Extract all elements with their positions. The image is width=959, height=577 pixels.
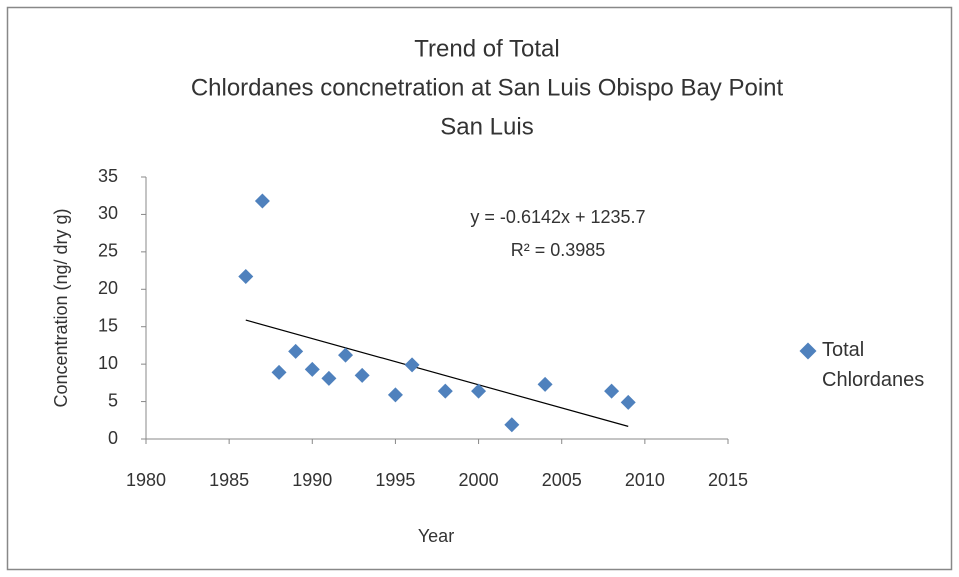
x-axis-label: Year (418, 526, 454, 546)
point (471, 383, 487, 399)
y-tick-label: 25 (98, 241, 118, 261)
point (620, 394, 636, 410)
y-tick-label: 15 (98, 315, 118, 335)
x-tick-label: 2005 (542, 470, 582, 490)
y-tick-label: 30 (98, 203, 118, 223)
x-tick-label: 2000 (459, 470, 499, 490)
y-tick-label: 35 (98, 166, 118, 186)
point (504, 417, 520, 433)
point (271, 364, 287, 380)
chart-title: San Luis (440, 113, 533, 140)
point (321, 370, 337, 386)
x-tick-label: 1990 (292, 470, 332, 490)
y-tick-label: 0 (108, 428, 118, 448)
x-tick-label: 1980 (126, 470, 166, 490)
legend-swatch (799, 342, 817, 360)
point (537, 376, 553, 392)
point (437, 383, 453, 399)
x-tick-label: 2015 (708, 470, 748, 490)
chart-title: Chlordanes concnetration at San Luis Obi… (191, 74, 784, 101)
x-tick-label: 2010 (625, 470, 665, 490)
y-axis-label: Concentration (ng/ dry g) (51, 208, 71, 407)
point (338, 347, 354, 363)
point (404, 357, 420, 373)
trendline (245, 319, 629, 427)
point (254, 193, 270, 209)
x-tick-label: 1985 (209, 470, 249, 490)
point (354, 367, 370, 383)
chart-frame (6, 6, 953, 571)
annotation: y = -0.6142x + 1235.7 (470, 207, 645, 227)
point (604, 383, 620, 399)
point (304, 361, 320, 377)
point (238, 269, 254, 285)
y-tick-label: 10 (98, 353, 118, 373)
annotation: R² = 0.3985 (511, 240, 606, 260)
x-tick-label: 1995 (375, 470, 415, 490)
legend: Total Chlordanes (799, 338, 950, 395)
y-tick-label: 20 (98, 278, 118, 298)
legend-label: Total Chlordanes (822, 339, 925, 391)
chart-title: Trend of Total (414, 35, 559, 62)
point (288, 343, 304, 359)
point (387, 387, 403, 403)
y-tick-label: 5 (108, 390, 118, 410)
